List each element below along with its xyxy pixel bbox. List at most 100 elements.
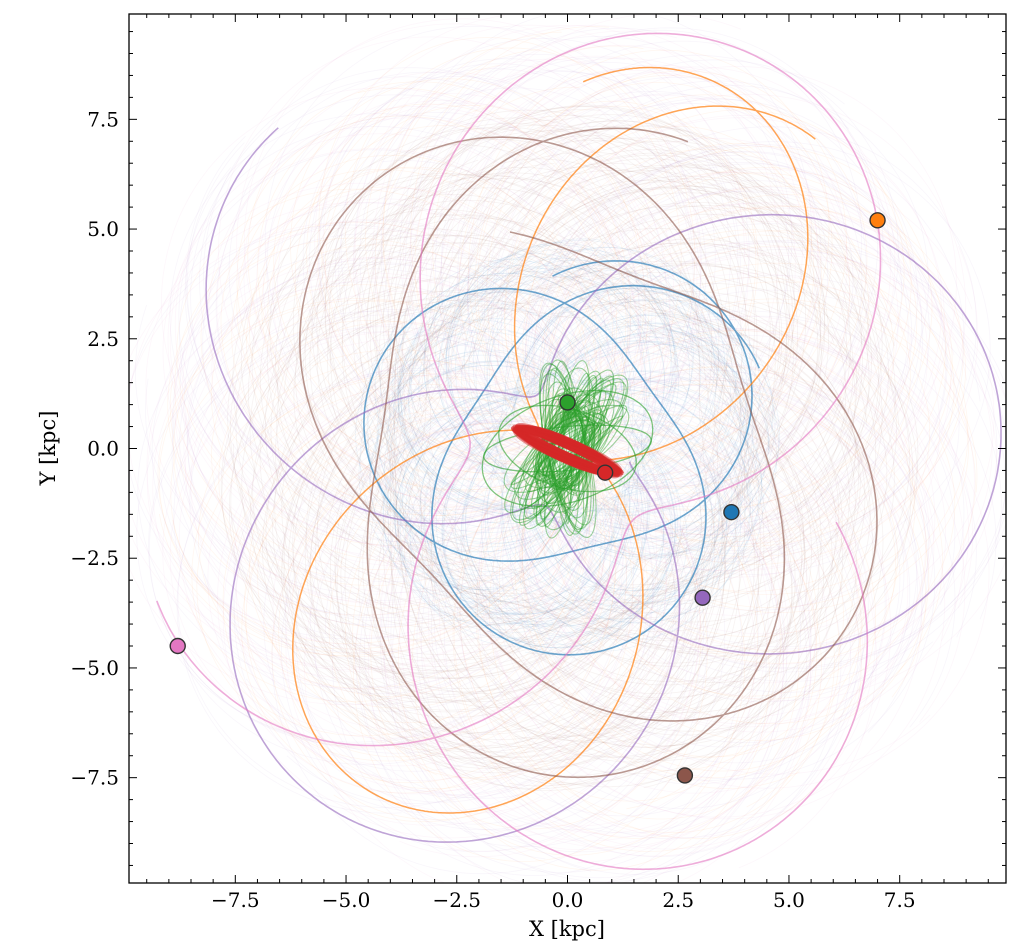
orbit-line-faint	[221, 164, 918, 675]
orbit-tracks	[129, 14, 1006, 883]
orbit-line-faint	[360, 298, 774, 636]
orbit-line-faint	[262, 69, 935, 834]
orbit-line-faint	[317, 166, 835, 730]
orbit-line-faint	[231, 104, 899, 810]
orbit-line-inner	[510, 415, 624, 486]
orbit-line-main	[205, 127, 1002, 843]
orbit-line-faint	[220, 144, 912, 789]
orbit-line-faint	[262, 180, 848, 754]
orbit-line-faint	[367, 265, 748, 646]
y-tick-label: 7.5	[87, 107, 119, 131]
orbit-line-faint	[171, 68, 930, 831]
orbit-line-inner	[534, 409, 602, 484]
orbit-line-faint	[273, 57, 828, 837]
orbit-line-faint	[167, 115, 944, 808]
orbit-line-inner	[537, 399, 595, 496]
orbit-line-faint	[281, 104, 893, 759]
orbit-line-faint	[287, 106, 867, 769]
orbit-line-faint	[363, 260, 737, 656]
orbit-line-faint	[134, 25, 991, 875]
orbit-line-faint	[169, 205, 969, 654]
orbit-line-faint	[391, 272, 765, 649]
orbit-line-main	[292, 66, 816, 814]
orbit-line-inner	[546, 405, 585, 491]
orbit-line-inner	[536, 422, 602, 476]
orbit-line-faint	[376, 105, 808, 788]
orbit-line-inner	[522, 412, 611, 489]
orbit-line-faint	[387, 129, 796, 759]
position-marker-5	[694, 589, 711, 606]
orbit-line-inner	[544, 392, 589, 509]
orbit-line-faint	[295, 214, 860, 690]
orbit-line-faint	[176, 135, 1006, 814]
orbit-line-faint	[184, 65, 886, 781]
orbit-line-faint	[372, 70, 869, 799]
orbit-line-main	[363, 260, 760, 656]
orbit-line-faint	[376, 246, 719, 652]
orbit-line-faint	[218, 207, 915, 638]
orbit-line-faint	[129, 126, 977, 728]
orbit-line-faint	[359, 241, 754, 623]
orbit-line-faint	[235, 174, 879, 714]
orbit-line-faint	[162, 25, 892, 839]
orbit-line-faint	[186, 158, 913, 692]
orbit-line-inner	[503, 404, 630, 493]
orbit-line-faint	[376, 300, 747, 595]
y-tick-label: −5.0	[70, 656, 119, 680]
orbit-line-faint	[207, 66, 968, 850]
orbit-line-faint	[245, 75, 912, 784]
orbit-line-faint	[222, 24, 973, 850]
orbit-line-faint	[129, 23, 990, 883]
orbit-line-inner	[540, 404, 591, 491]
orbit-line-faint	[276, 172, 858, 739]
orbit-line-bar	[512, 427, 623, 475]
orbit-line-faint	[161, 87, 1006, 869]
orbit-line-faint	[303, 187, 861, 731]
orbit-line-faint	[401, 267, 750, 607]
orbit-line-faint	[382, 259, 778, 655]
orbit-line-faint	[309, 151, 856, 744]
orbit-line-faint	[217, 44, 971, 795]
orbit-line-faint	[387, 249, 770, 636]
orbit-line-faint	[261, 131, 898, 758]
orbit-line-faint	[190, 137, 936, 670]
orbit-line-faint	[152, 71, 970, 864]
orbit-line-faint	[335, 130, 823, 758]
position-marker-7	[169, 637, 186, 655]
position-marker-2	[869, 212, 886, 229]
position-marker-4	[596, 464, 614, 481]
orbit-line-faint	[160, 97, 903, 853]
orbit-line-faint	[255, 72, 946, 842]
orbit-line-inner	[538, 387, 596, 513]
position-marker-6	[676, 767, 694, 784]
orbit-line-inner	[504, 381, 627, 514]
orbit-line-faint	[334, 124, 844, 771]
orbit-line-faint	[333, 49, 830, 862]
x-tick-label: −7.5	[211, 888, 260, 912]
orbit-line-faint	[369, 252, 760, 603]
orbit-line-faint	[303, 149, 826, 769]
orbit-line-inner	[558, 387, 576, 515]
orbit-line-faint	[266, 75, 965, 848]
orbit-line-inner	[530, 388, 601, 510]
orbit-line-faint	[400, 307, 743, 625]
orbit-line-inner	[543, 392, 591, 505]
current-position-markers	[169, 212, 886, 784]
orbit-line-faint	[369, 253, 763, 642]
orbit-line-inner	[481, 389, 654, 508]
orbit-line-inner	[562, 375, 572, 525]
orbit-line-inner	[524, 379, 612, 520]
orbit-line-faint	[179, 161, 924, 670]
orbit-line-faint	[327, 169, 794, 737]
orbit-line-faint	[232, 185, 882, 764]
orbit-line-faint	[266, 119, 820, 763]
orbit-line-faint	[210, 244, 931, 644]
orbit-line-inner	[544, 381, 590, 519]
orbit-line-faint	[129, 14, 979, 820]
orbit-line-faint	[267, 105, 818, 772]
orbit-line-faint	[183, 171, 928, 797]
orbit-line-faint	[263, 125, 870, 776]
orbit-line-faint	[178, 27, 998, 858]
orbit-line-faint	[189, 93, 929, 688]
